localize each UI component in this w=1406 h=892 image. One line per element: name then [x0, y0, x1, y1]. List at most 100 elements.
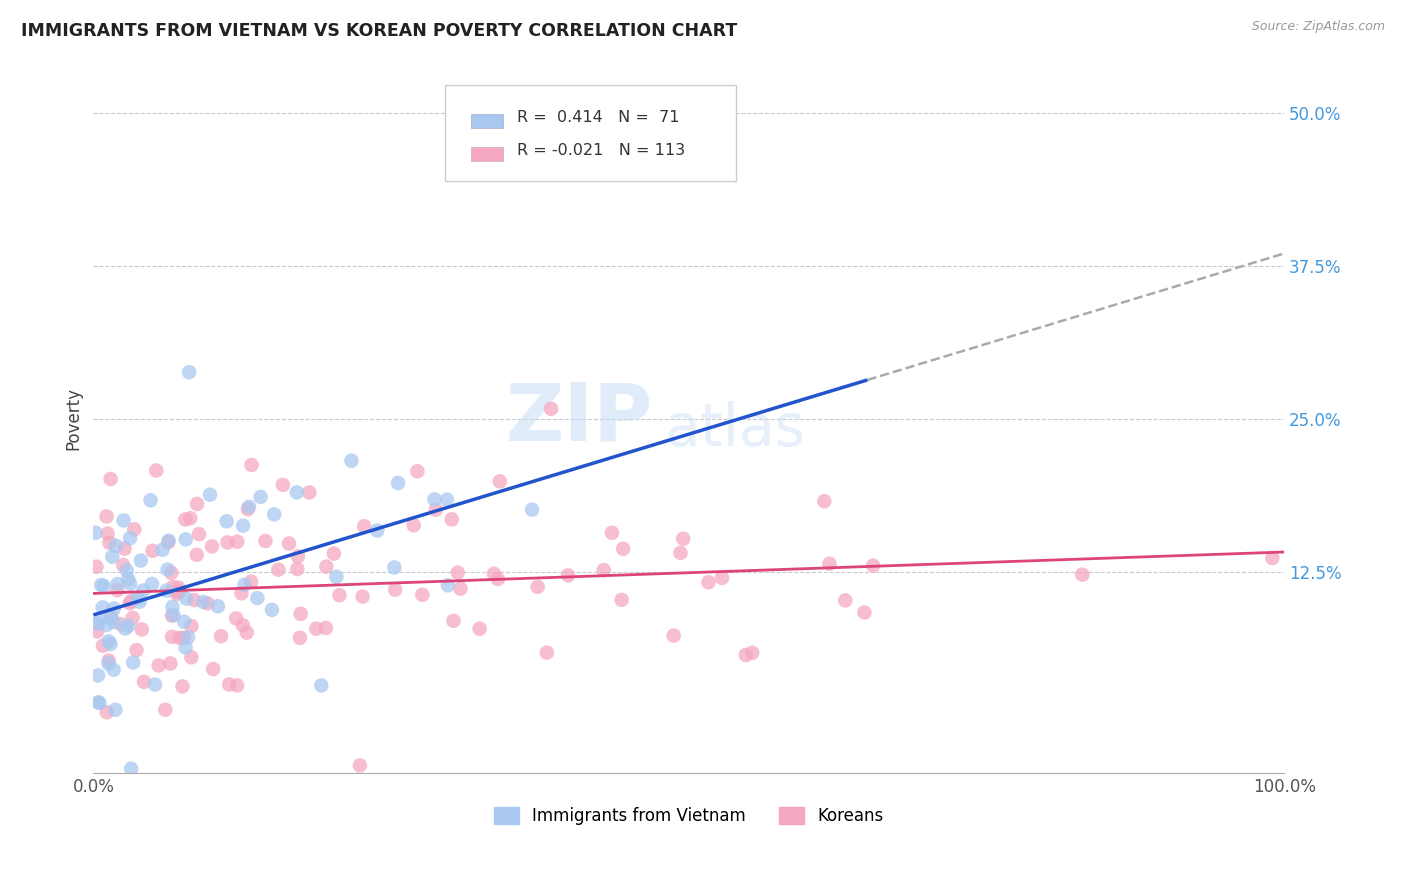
Point	[112, 558, 135, 572]
Point	[236, 625, 259, 640]
Point	[132, 583, 155, 598]
Point	[90, 578, 112, 592]
Point	[179, 511, 201, 525]
Point	[160, 608, 183, 623]
Point	[139, 493, 162, 508]
Point	[145, 463, 167, 477]
FancyBboxPatch shape	[444, 86, 737, 181]
Text: Source: ZipAtlas.com: Source: ZipAtlas.com	[1251, 20, 1385, 33]
Point	[215, 514, 238, 528]
Point	[246, 591, 269, 605]
Point	[557, 568, 579, 582]
Point	[697, 575, 720, 590]
Point	[180, 650, 202, 665]
Point	[818, 557, 841, 571]
Point	[186, 497, 208, 511]
Point	[520, 502, 543, 516]
Point	[486, 572, 509, 586]
Point	[488, 475, 510, 489]
Point	[366, 524, 388, 538]
Point	[834, 593, 856, 607]
Point	[315, 559, 337, 574]
Point	[233, 578, 256, 592]
Point	[249, 490, 271, 504]
Point	[437, 578, 460, 592]
Point	[232, 518, 254, 533]
Point	[305, 622, 328, 636]
Point	[232, 618, 254, 632]
Point	[218, 677, 240, 691]
Point	[105, 583, 128, 598]
Point	[540, 401, 562, 416]
Point	[406, 464, 429, 478]
Point	[240, 458, 263, 472]
Point	[862, 558, 884, 573]
Point	[1071, 567, 1094, 582]
Point	[352, 590, 374, 604]
Point	[425, 502, 447, 516]
Point	[103, 601, 125, 615]
Bar	[471, 114, 503, 128]
Point	[287, 549, 309, 564]
Point	[167, 581, 190, 595]
Point	[166, 584, 188, 599]
Point	[86, 559, 108, 574]
Point	[103, 663, 125, 677]
Point	[180, 619, 202, 633]
Point	[672, 532, 695, 546]
Point	[96, 705, 118, 719]
Point	[225, 611, 247, 625]
Point	[231, 586, 253, 600]
Point	[97, 634, 120, 648]
Point	[87, 668, 110, 682]
Point	[132, 674, 155, 689]
Point	[101, 549, 124, 564]
Y-axis label: Poverty: Poverty	[65, 387, 82, 450]
Point	[86, 616, 108, 631]
Point	[174, 512, 197, 526]
Point	[267, 563, 290, 577]
Point	[226, 534, 249, 549]
Point	[160, 566, 183, 580]
Point	[387, 475, 409, 490]
Point	[353, 519, 375, 533]
Point	[197, 596, 219, 610]
Point	[263, 508, 285, 522]
Point	[141, 543, 163, 558]
Point	[271, 478, 294, 492]
Point	[176, 591, 198, 606]
Point	[536, 646, 558, 660]
Point	[174, 640, 197, 655]
Point	[340, 454, 363, 468]
Point	[423, 492, 446, 507]
Point	[450, 582, 472, 596]
Point	[162, 608, 184, 623]
Point	[741, 646, 763, 660]
Text: R = -0.021   N = 113: R = -0.021 N = 113	[517, 144, 686, 158]
Point	[198, 488, 221, 502]
Point	[107, 577, 129, 591]
Point	[440, 512, 463, 526]
Point	[156, 563, 179, 577]
Point	[97, 526, 120, 541]
Point	[114, 541, 136, 556]
Point	[436, 492, 458, 507]
Point	[93, 579, 115, 593]
Point	[166, 587, 188, 601]
Point	[186, 548, 208, 562]
Point	[734, 648, 756, 662]
Point	[482, 566, 505, 581]
Point	[118, 596, 141, 610]
Text: ZIP: ZIP	[506, 380, 652, 458]
Point	[240, 574, 263, 589]
Point	[97, 657, 120, 671]
Point	[159, 657, 181, 671]
Point	[447, 566, 470, 580]
Point	[120, 576, 142, 591]
Point	[141, 577, 163, 591]
Point	[120, 762, 142, 776]
Point	[315, 621, 337, 635]
Point	[711, 571, 734, 585]
Point	[162, 599, 184, 614]
Point	[98, 535, 121, 549]
